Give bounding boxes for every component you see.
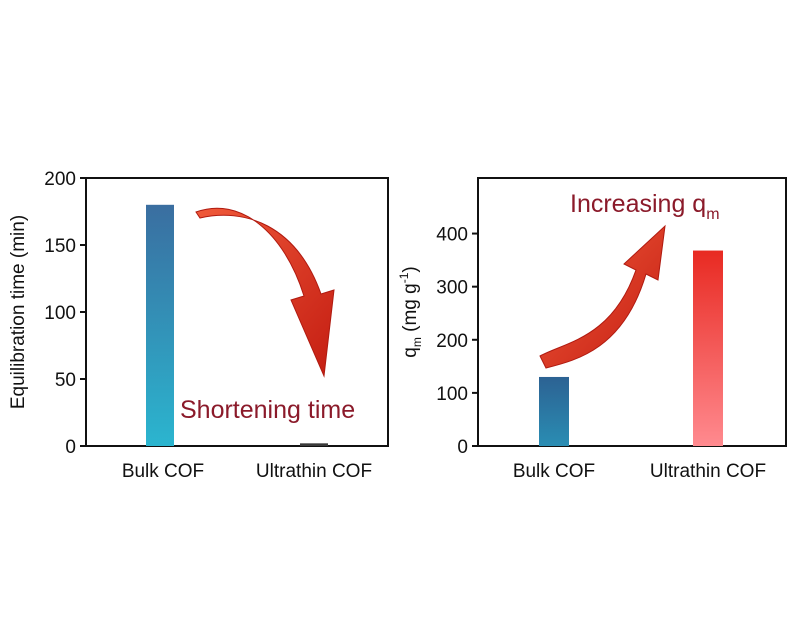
left-y-ticks: 0 50 100 150 200 — [44, 169, 86, 458]
left-y-tick-label: 150 — [44, 236, 76, 257]
right-y-tick-label: 300 — [436, 278, 468, 299]
qm-sub: m — [410, 337, 424, 347]
qm-units-close: ) — [400, 266, 421, 272]
right-x-tick-ultrathin: Ultrathin COF — [650, 461, 766, 482]
right-y-tick-label: 0 — [457, 437, 468, 458]
chart-equilibration-time: 0 50 100 150 200 Bulk COF Ultrathin COF Equi… — [8, 169, 389, 482]
right-y-axis-label: qm (mg g-1) — [397, 266, 424, 357]
left-y-axis-label: Equilibration time (min) — [8, 215, 29, 409]
right-bars — [539, 250, 723, 446]
qm-units: (mg g — [400, 283, 421, 337]
increasing-q: Increasing q — [570, 190, 706, 218]
left-bar-ultrathin-cof — [300, 443, 328, 446]
left-x-tick-ultrathin: Ultrathin COF — [256, 461, 372, 482]
left-y-tick-label: 100 — [44, 303, 76, 324]
shortening-time-annotation: Shortening time — [180, 396, 355, 424]
right-y-tick-label: 200 — [436, 331, 468, 352]
right-x-tick-bulk: Bulk COF — [513, 461, 595, 482]
left-x-tick-bulk: Bulk COF — [122, 461, 204, 482]
increasing-qm-annotation: Increasing qm — [570, 190, 720, 223]
shortening-arrow — [195, 207, 335, 378]
increasing-arrow — [539, 224, 666, 369]
right-bar-ultrathin-cof — [693, 250, 723, 446]
right-plot-frame — [477, 177, 787, 447]
left-bar-bulk-cof — [146, 204, 174, 446]
right-y-tick-label: 100 — [436, 384, 468, 405]
right-y-ticks: 0 100 200 300 400 — [436, 225, 478, 458]
left-y-tick-label: 0 — [65, 437, 76, 458]
left-y-tick-label: 50 — [55, 370, 76, 391]
right-y-tick-label: 400 — [436, 225, 468, 246]
left-y-tick-label: 200 — [44, 169, 76, 190]
right-bar-bulk-cof — [539, 376, 569, 446]
left-bars — [146, 204, 328, 446]
qm-q: q — [400, 347, 421, 358]
qm-units-sup: -1 — [397, 272, 411, 283]
chart-qm: 0 100 200 300 400 Bulk COF Ultrathin COF qm … — [397, 177, 787, 482]
increasing-sub: m — [706, 206, 719, 223]
